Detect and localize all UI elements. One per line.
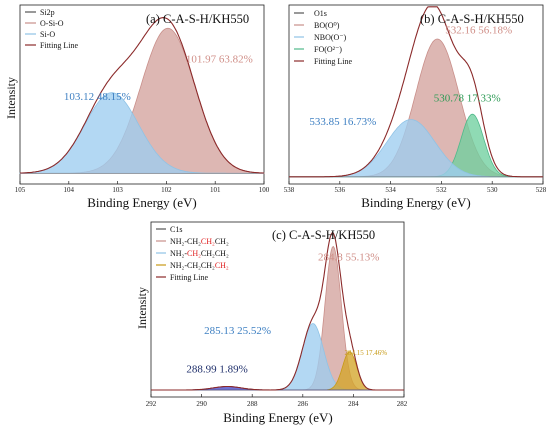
legend-label: NH₂-CH₂CH₂CH₂: [170, 237, 229, 246]
peak-annotation: 533.85 16.73%: [309, 116, 376, 128]
legend-label: Fitting Line: [314, 57, 352, 66]
panel-c-legend: C1s NH₂-CH₂CH₂CH₂ NH₂-CH₂CH₂CH₂ NH₂-CH₂C…: [156, 225, 229, 282]
fitting-line: [289, 6, 543, 178]
panel-c-xtick: 282: [397, 400, 408, 408]
panel-b-xlabel: Binding Energy (eV): [361, 195, 471, 210]
panel-b-xtick: 536: [335, 186, 346, 194]
fitting-line: [20, 17, 264, 174]
panel-b-xtick: 528: [536, 186, 547, 194]
legend-label: Si2p: [40, 8, 55, 17]
legend-label: Si-O: [40, 30, 55, 39]
panel-a: 101.97 63.82% 103.12 48.15% 105 104 103 1…: [4, 4, 270, 210]
panel-a-xtick: 105: [15, 186, 26, 194]
panel-a-xtick: 101: [210, 186, 221, 194]
peak-annotation: 284.15 17.46%: [345, 349, 388, 357]
panel-b-frame: [288, 4, 544, 185]
panel-c: 284.8 55.13% 285.13 25.52% 288.99 1.89% 284…: [135, 221, 408, 425]
panel-a-xticks: 105 104 103 102 101 100: [15, 186, 270, 194]
legend-label: Fitting Line: [170, 273, 208, 282]
legend-label: NH₂-CH₂CH₂CH₂: [170, 249, 229, 258]
legend-label-suffix: CH₂CH₂: [201, 249, 229, 258]
legend-label-red: CH₂: [187, 249, 201, 258]
panel-a-plot: 101.97 63.82% 103.12 48.15%: [19, 17, 265, 184]
peak-annotation: 103.12 48.15%: [64, 91, 131, 103]
panel-a-ylabel: Intensity: [4, 77, 18, 119]
panel-a-xlabel: Binding Energy (eV): [87, 195, 197, 210]
panel-a-frame: [19, 4, 265, 185]
legend-label: C1s: [170, 225, 182, 234]
panel-c-xtick: 292: [146, 400, 157, 408]
panel-c-xticks: 292 290 288 286 284 282: [146, 400, 408, 408]
fitted-peak: [289, 119, 543, 178]
panel-a-title: (a) C-A-S-H/KH550: [146, 12, 249, 26]
peak-annotation: 530.78 17.33%: [434, 93, 501, 105]
panel-b-xticks: 538 536 534 532 530 528: [284, 186, 547, 194]
panel-b-xtick: 538: [284, 186, 295, 194]
legend-label: NH₂-CH₂CH₂CH₂: [170, 261, 229, 270]
panel-a-xtick: 102: [161, 186, 172, 194]
panel-b-xtick: 532: [436, 186, 447, 194]
legend-label: NBO(O⁻): [314, 33, 347, 42]
legend-label: O-Si-O: [40, 19, 64, 28]
peak-annotation: 532.16 56.18%: [445, 25, 512, 37]
panel-c-xlabel: Binding Energy (eV): [223, 410, 333, 425]
panel-c-xtick: 286: [298, 400, 309, 408]
panel-a-xtick: 103: [112, 186, 123, 194]
panel-b-xtick: 530: [487, 186, 498, 194]
panel-b-legend: O1s BO(O⁰) NBO(O⁻) FO(O²⁻) Fitting Line: [294, 9, 352, 66]
panel-c-ylabel: Intensity: [135, 287, 149, 329]
panel-c-plot: 284.8 55.13% 285.13 25.52% 288.99 1.89% 284…: [150, 231, 405, 397]
panel-b-title: (b) C-A-S-H/KH550: [420, 12, 524, 26]
panel-a-xtick: 100: [259, 186, 270, 194]
panel-b-plot: 532.16 56.18% 530.78 17.33% 533.85 16.73%: [288, 6, 544, 184]
legend-label-prefix: NH₂-CH₂CH₂: [170, 261, 215, 270]
peak-annotation: 284.8 55.13%: [318, 252, 379, 264]
peak-annotation: 101.97 63.82%: [186, 53, 253, 65]
panel-c-title: (c) C-A-S-H/KH550: [272, 228, 375, 242]
legend-label: FO(O²⁻): [314, 45, 342, 54]
legend-label-red: CH₂: [201, 237, 215, 246]
panel-c-xtick: 284: [348, 400, 359, 408]
legend-label-prefix: NH₂-CH₂: [170, 237, 201, 246]
legend-label: Fitting Line: [40, 41, 78, 50]
fitting-line: [151, 231, 404, 391]
panel-a-legend: Si2p O-Si-O Si-O Fitting Line: [25, 8, 78, 50]
legend-label: O1s: [314, 9, 327, 18]
peak-annotation: 288.99 1.89%: [186, 364, 247, 376]
peak-annotation: 285.13 25.52%: [204, 325, 271, 337]
panel-a-xtick: 104: [64, 186, 75, 194]
panel-b-xtick: 534: [385, 186, 396, 194]
panel-c-xtick: 290: [196, 400, 207, 408]
panel-b: 532.16 56.18%530.78 17.33%533.85 16.73% …: [284, 4, 547, 210]
legend-label-prefix: NH₂-: [170, 249, 187, 258]
legend-label-red: CH₂: [215, 261, 229, 270]
panel-c-frame: [150, 221, 405, 398]
legend-label: BO(O⁰): [314, 21, 340, 30]
panel-c-xtick: 288: [247, 400, 258, 408]
legend-label-suffix: CH₂: [215, 237, 229, 246]
